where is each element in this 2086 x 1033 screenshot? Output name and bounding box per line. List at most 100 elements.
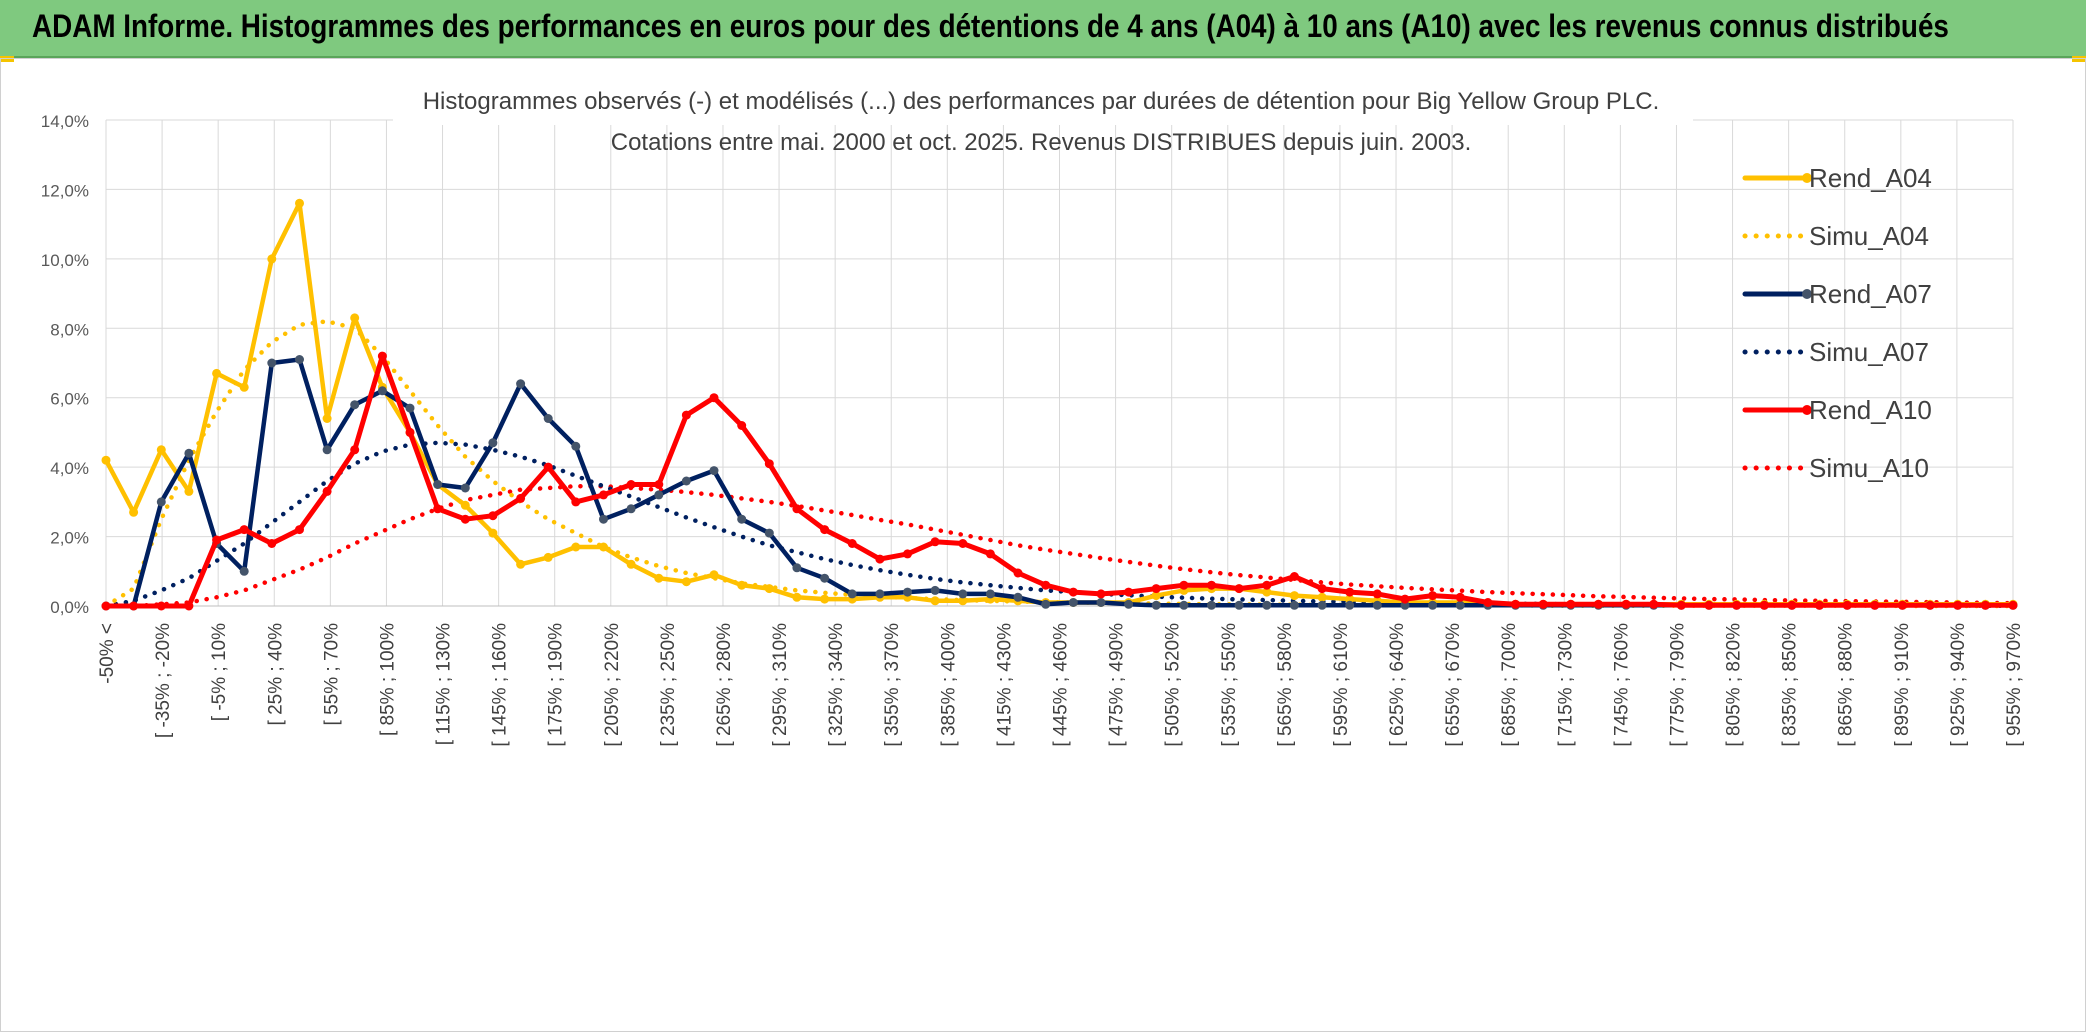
data-point [764,459,774,469]
x-tick-label: [ 265% ; 280% [714,623,735,747]
x-tick-label: [ 535% ; 550% [1219,623,1240,747]
data-point [1179,600,1189,610]
data-point [571,441,581,451]
data-point [599,542,608,552]
data-point [1428,600,1438,610]
chart: Histogrammes observés (-) et modélisés (… [41,61,2025,747]
data-point [1151,600,1161,610]
x-tick-label: -50% < [97,623,118,684]
data-point [295,355,304,364]
data-point [433,480,443,489]
data-point [1013,592,1023,602]
data-point [101,455,111,465]
data-point [488,528,498,538]
x-tick-label: [ 55% ; 70% [321,623,342,726]
data-point [101,601,111,611]
x-tick-label: [ 85% ; 100% [377,623,398,736]
data-point [820,525,830,535]
data-point [1262,587,1272,597]
data-point [488,438,498,448]
data-point [267,358,277,368]
series-simu-a10 [103,483,2016,609]
grid [105,119,2014,607]
data-point [1068,598,1078,607]
data-point [322,414,332,423]
data-point [460,500,470,510]
data-point [156,497,166,507]
data-point [1068,587,1078,597]
data-point [847,539,857,548]
x-tick-label: [ 475% ; 490% [1107,623,1128,747]
x-tick-label: [ 745% ; 760% [1611,623,1632,747]
data-point [958,589,968,599]
legend-label: Simu_A04 [1809,221,1929,251]
chart-title-background [393,61,1693,125]
data-point [1234,584,1244,594]
x-tick-label: [ 445% ; 460% [1051,623,1072,747]
y-tick-label: 6,0% [50,390,89,409]
data-point [903,587,912,597]
data-point [1096,598,1106,607]
x-tick-label: [ 175% ; 190% [546,623,567,747]
y-tick-label: 14,0% [41,112,89,131]
data-point [1124,599,1134,609]
series-line [103,353,2016,609]
legend-marker [1802,173,1812,183]
x-tick-label: [ 205% ; 220% [602,623,623,747]
data-point [1676,600,1686,610]
data-point [1262,600,1272,610]
legend-item-simu-a07: Simu_A07 [1742,337,1929,367]
x-tick-label: [ 505% ; 520% [1163,623,1184,747]
data-point [626,480,636,489]
data-point [1842,600,1852,610]
data-point [792,504,802,514]
legend-label: Rend_A04 [1809,163,1932,193]
data-point [1621,599,1631,609]
data-point [958,539,968,548]
data-point [1980,600,1990,610]
data-point [212,368,222,378]
y-tick-label: 8,0% [50,320,89,339]
data-point [764,584,774,594]
data-point [184,448,194,458]
data-point [1566,599,1576,609]
x-tick-label: [ 235% ; 250% [658,623,679,747]
data-point [1870,600,1880,610]
legend-marker [1802,405,1812,415]
data-point [350,445,360,455]
chart-title-line-1: Histogrammes observés (-) et modélisés (… [423,88,1660,115]
x-tick-label: [ 355% ; 370% [882,623,903,747]
legend-item-simu-a10: Simu_A10 [1742,453,1929,483]
data-point [377,351,387,361]
data-point [184,601,194,611]
chart-title: Histogrammes observés (-) et modélisés (… [393,61,1693,156]
data-point [820,594,830,604]
x-tick-label: [ 715% ; 730% [1555,623,1576,747]
data-point [875,554,885,564]
data-point [1400,600,1410,610]
x-tick-label: [ 295% ; 310% [770,623,791,747]
data-point [1096,589,1106,599]
data-point [626,504,636,514]
data-point [239,382,249,392]
data-point [681,476,691,486]
legend-item-simu-a04: Simu_A04 [1742,221,1929,251]
data-point [930,537,940,547]
data-point [184,486,194,496]
data-point [1345,600,1355,610]
x-tick-label: [ 805% ; 820% [1724,623,1745,747]
data-point [488,511,498,521]
data-point [405,403,415,413]
data-point [571,497,581,507]
data-point [405,427,415,437]
data-point [322,445,332,455]
data-point [1428,591,1438,601]
data-point [1897,600,1907,610]
page-title: ADAM Informe. Histogrammes des performan… [32,8,1949,44]
data-point [460,514,470,524]
data-point [1207,580,1216,590]
data-point [129,507,139,517]
data-point [1234,600,1244,610]
data-point [1013,568,1023,578]
data-point [599,514,608,524]
